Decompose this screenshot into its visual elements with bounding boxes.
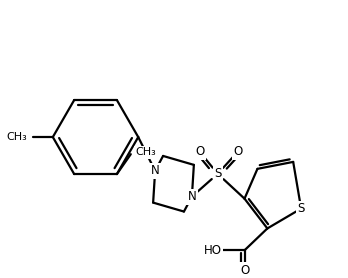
Text: O: O <box>195 145 204 158</box>
Text: HO: HO <box>204 244 222 257</box>
Text: O: O <box>240 264 249 277</box>
Text: CH₃: CH₃ <box>6 132 27 142</box>
Text: S: S <box>298 202 305 215</box>
Text: O: O <box>233 145 242 158</box>
Text: S: S <box>214 167 221 180</box>
Text: N: N <box>151 164 159 177</box>
Text: CH₃: CH₃ <box>136 147 157 157</box>
Text: N: N <box>188 190 196 203</box>
